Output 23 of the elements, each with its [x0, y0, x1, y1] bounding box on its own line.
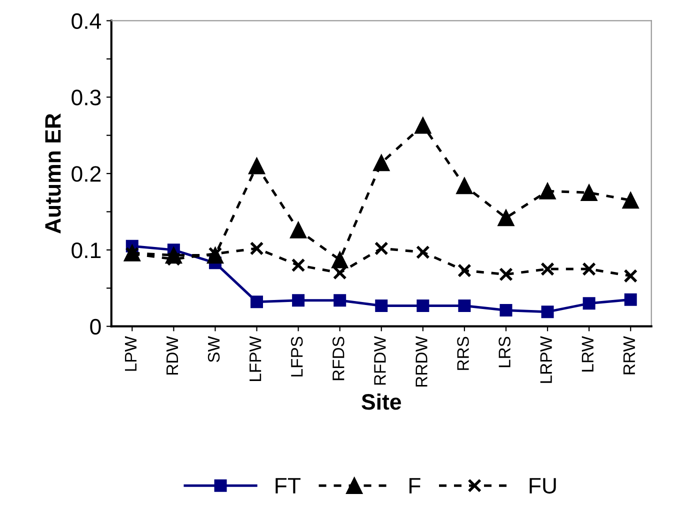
x-tick-label: RFDW	[374, 336, 386, 385]
x-tick-label: LFPW	[250, 336, 262, 381]
y-tick-label: 0.1	[72, 242, 101, 258]
x-tick-label: LRS	[498, 336, 510, 368]
x-tick-label: LRW	[582, 336, 594, 372]
x-tick-label: RRW	[623, 336, 635, 374]
x-tick-label: RDW	[166, 336, 178, 374]
y-tick-label: 0	[90, 318, 101, 335]
x-tick-label: RRS	[457, 336, 469, 370]
x-tick-label: LFPS	[290, 336, 303, 376]
y-tick-label: 0.3	[72, 90, 101, 106]
y-tick-label: 0.2	[72, 166, 101, 182]
x-tick-label: RFDS	[332, 336, 344, 380]
x-axis-title: Site	[362, 393, 401, 410]
legend-label: F	[409, 478, 420, 494]
x-tick-label: LPW	[124, 336, 136, 371]
x-tick-label: RRDW	[416, 336, 428, 387]
legend-label: FU	[530, 478, 556, 494]
y-tick-label: 0.4	[72, 13, 102, 29]
x-tick-label: SW	[208, 336, 220, 362]
legend-label: FT	[276, 478, 300, 494]
x-tick-label: LRPW	[540, 336, 552, 383]
y-axis-title: Autumn ER	[45, 113, 61, 234]
